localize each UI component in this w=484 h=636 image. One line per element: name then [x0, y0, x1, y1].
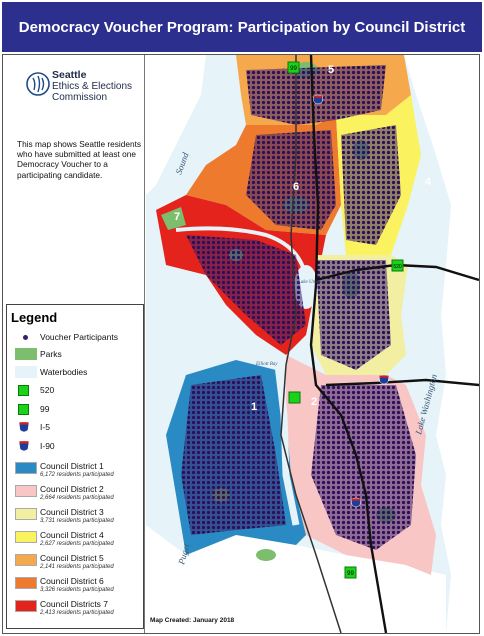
- water-label-elliott-bay: Elliott Bay: [255, 362, 278, 367]
- shield-i5-north: [312, 94, 324, 105]
- district-2-swatch: [15, 485, 37, 497]
- shield-i90: [378, 374, 390, 385]
- map-description: This map shows Seattle residents who hav…: [17, 139, 142, 180]
- state-route-shield-icon: [18, 385, 29, 396]
- district-6-swatch: [15, 577, 37, 589]
- shield-520: [391, 259, 404, 272]
- logo-line-ethics: Ethics & Elections: [52, 81, 133, 92]
- cluster-northeast: [341, 125, 401, 245]
- seattle-logo: [26, 72, 50, 96]
- district-label-1: 1: [251, 401, 257, 413]
- legend-label-99: 99: [40, 404, 50, 414]
- shield-99-central: [288, 391, 301, 404]
- district-3-label: Council District 3: [40, 507, 104, 517]
- logo-text: Seattle Ethics & Elections Commission: [52, 69, 133, 104]
- shield-i5-south: [350, 497, 362, 508]
- district-label-4: 4: [425, 176, 432, 188]
- participant-dot-icon: [23, 335, 28, 340]
- district-6-count: 3,326 residents participated: [40, 587, 114, 593]
- map-canvas[interactable]: 99 520 99 1 2 4 5 6 7 Sound Pu: [146, 55, 479, 633]
- legend-label-participants: Voucher Participants: [40, 332, 118, 342]
- district-2-label: Council District 2: [40, 484, 104, 494]
- district-5-label: Council District 5: [40, 553, 104, 563]
- duwamish-waterway: [274, 364, 300, 526]
- parks-swatch: [15, 348, 37, 360]
- park-discovery: [161, 207, 186, 230]
- water-label-lake-union: Lake Union: [297, 280, 322, 285]
- district-4-swatch: [15, 531, 37, 543]
- map-frame: [2, 54, 480, 634]
- cluster-southeast: [311, 385, 416, 550]
- district-6-label: Council District 6: [40, 576, 104, 586]
- district-5-swatch: [15, 554, 37, 566]
- west-land: [146, 55, 206, 195]
- cluster-northwest: [246, 130, 336, 230]
- district-1-label: Council District 1: [40, 461, 104, 471]
- i5-highway: [309, 55, 388, 633]
- legend-label-water: Waterbodies: [40, 367, 88, 377]
- legend-label-parks: Parks: [40, 349, 62, 359]
- cluster-downtown: [186, 235, 306, 345]
- cluster-central: [316, 260, 391, 370]
- district-7-swatch: [15, 600, 37, 612]
- district-3-swatch: [15, 508, 37, 520]
- district-4-label: Council District 4: [40, 530, 104, 540]
- page-title: Democracy Voucher Program: Participation…: [2, 2, 482, 52]
- legend-label-i5: I-5: [40, 422, 50, 432]
- interstate-shield-icon: [18, 440, 30, 452]
- district-label-7: 7: [174, 211, 180, 223]
- district-1-count: 6,172 residents participated: [40, 472, 114, 478]
- shield-99-north: [287, 61, 300, 74]
- shield-99-north-text: 99: [290, 66, 297, 72]
- district-label-6: 6: [293, 181, 299, 193]
- legend: Legend Voucher Participants Parks Waterb…: [6, 304, 144, 629]
- water-swatch: [15, 366, 37, 378]
- i90-highway: [325, 378, 479, 387]
- map-credit: Map Created: January 2018: [150, 617, 235, 624]
- district-2-count: 2,664 residents participated: [40, 495, 114, 501]
- shield-520-text: 520: [393, 264, 402, 270]
- page-title-text: Democracy Voucher Program: Participation…: [18, 18, 466, 36]
- cluster-southwest: [181, 375, 286, 535]
- legend-label-520: 520: [40, 385, 55, 395]
- legend-title: Legend: [11, 310, 58, 325]
- ship-canal: [175, 226, 306, 271]
- shield-99-south: [344, 566, 357, 579]
- interstate-shield-icon: [18, 421, 30, 433]
- sr99-highway: [280, 55, 342, 633]
- district-1-swatch: [15, 462, 37, 474]
- district-5-count: 2,141 residents participated: [40, 564, 114, 570]
- district-4-count: 2,627 residents participated: [40, 541, 114, 547]
- district-3-count: 3,731 residents participated: [40, 518, 114, 524]
- state-route-shield-icon: [18, 404, 29, 415]
- south-land: [146, 525, 446, 633]
- logo-line-commission: Commission: [52, 92, 108, 103]
- east-land: [404, 55, 479, 633]
- district-label-5: 5: [328, 64, 334, 76]
- shield-99-south-text: 99: [347, 571, 354, 577]
- participant-clusters: [181, 65, 416, 550]
- district-7-count: 2,413 residents participated: [40, 610, 114, 616]
- district-7-label: Council Districts 7: [40, 599, 109, 609]
- map-svg[interactable]: 99 520 99 1 2 4 5 6 7 Sound Pu: [146, 55, 479, 633]
- park-south: [256, 549, 276, 561]
- logo-line-seattle: Seattle: [52, 69, 87, 81]
- legend-label-i90: I-90: [40, 441, 55, 451]
- district-label-2: 2: [311, 396, 317, 408]
